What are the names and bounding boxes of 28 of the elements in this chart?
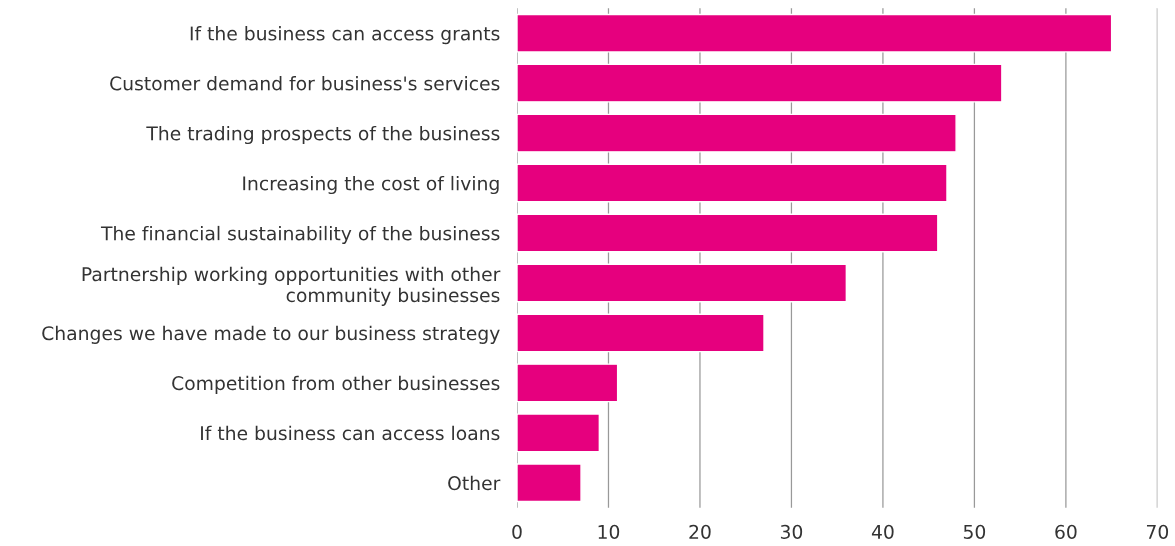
bar bbox=[517, 113, 957, 153]
y-tick-label: Competition from other businesses bbox=[172, 375, 500, 394]
x-tick-label: 20 bbox=[689, 524, 711, 539]
bar bbox=[517, 163, 948, 203]
y-tick-label: The financial sustainability of the business bbox=[100, 225, 500, 245]
y-tick-label: Increasing the cost of living bbox=[243, 175, 499, 195]
bar bbox=[517, 263, 848, 303]
x-tick-label: 0 bbox=[512, 524, 522, 539]
bar bbox=[517, 63, 1003, 103]
y-tick-label: The trading prospects of the business bbox=[146, 125, 500, 145]
y-tick-label: Other bbox=[448, 475, 501, 491]
x-tick-label: 40 bbox=[871, 524, 894, 539]
x-tick-label: 10 bbox=[598, 524, 620, 539]
y-tick-label: Customer demand for business's services bbox=[110, 76, 500, 91]
y-tick-label: If the business can access loans bbox=[201, 425, 500, 441]
x-tick-label: 30 bbox=[780, 524, 803, 539]
bar bbox=[517, 463, 582, 503]
y-tick-label: Partnership working opportunities with other community businesses bbox=[82, 266, 501, 306]
bar bbox=[517, 13, 1113, 53]
bar bbox=[517, 413, 601, 453]
bar bbox=[517, 213, 939, 253]
bar bbox=[517, 313, 765, 353]
y-tick-label: Changes we have made to our business strategy bbox=[42, 325, 500, 344]
bar bbox=[517, 363, 619, 403]
x-tick-label: 60 bbox=[1055, 524, 1077, 539]
x-tick-label: 70 bbox=[1146, 524, 1169, 539]
y-tick-label: If the business can access grants bbox=[190, 26, 500, 45]
x-tick-label: 50 bbox=[963, 524, 986, 539]
